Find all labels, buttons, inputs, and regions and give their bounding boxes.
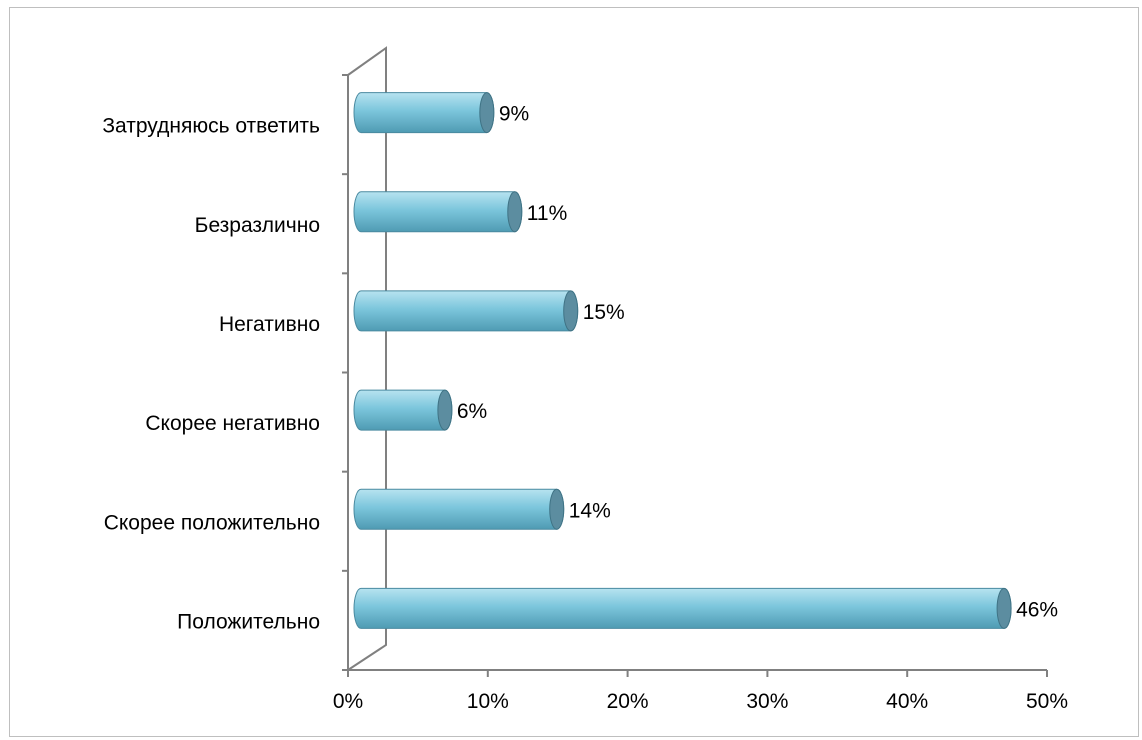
- bar-cap: [996, 587, 1012, 629]
- bar-cap: [549, 488, 565, 530]
- bar: [353, 290, 579, 332]
- bar-cap: [479, 92, 495, 134]
- bar: [353, 587, 1012, 629]
- bar-cap: [563, 290, 579, 332]
- bar-body: [353, 92, 495, 134]
- bar: [353, 488, 565, 530]
- bar-body: [353, 587, 1012, 629]
- bar-body: [353, 290, 579, 332]
- category-label: Положительно: [177, 610, 320, 633]
- category-label: Затрудняюсь ответить: [102, 115, 320, 138]
- category-label: Скорее положительно: [104, 511, 320, 534]
- x-tick-label: 0%: [333, 690, 363, 713]
- bar-body: [353, 389, 453, 431]
- back-wall: [347, 46, 387, 671]
- x-tick-label: 30%: [746, 690, 788, 713]
- bar-body: [353, 488, 565, 530]
- bar: [353, 191, 523, 233]
- data-label: 46%: [1016, 598, 1058, 621]
- bar: [353, 389, 453, 431]
- category-label: Безразлично: [195, 214, 320, 237]
- axes: [342, 46, 1048, 677]
- category-label: Скорее негативно: [145, 412, 320, 435]
- bar-cap: [507, 191, 523, 233]
- bar: [353, 92, 495, 134]
- x-tick-label: 50%: [1026, 690, 1068, 713]
- x-tick-label: 20%: [607, 690, 649, 713]
- data-label: 15%: [583, 301, 625, 324]
- bars: [353, 92, 1012, 629]
- labels: 0% 10% 20% 30% 40% 50% 46% Положительно 14% Скоре…: [102, 103, 1068, 713]
- data-label: 6%: [457, 400, 487, 423]
- x-tick-label: 10%: [467, 690, 509, 713]
- data-label: 9%: [499, 103, 529, 126]
- x-tick-label: 40%: [886, 690, 928, 713]
- data-label: 11%: [527, 202, 567, 225]
- bar-cap: [437, 389, 453, 431]
- category-label: Негативно: [219, 313, 320, 336]
- data-label: 14%: [569, 499, 611, 522]
- bar-body: [353, 191, 523, 233]
